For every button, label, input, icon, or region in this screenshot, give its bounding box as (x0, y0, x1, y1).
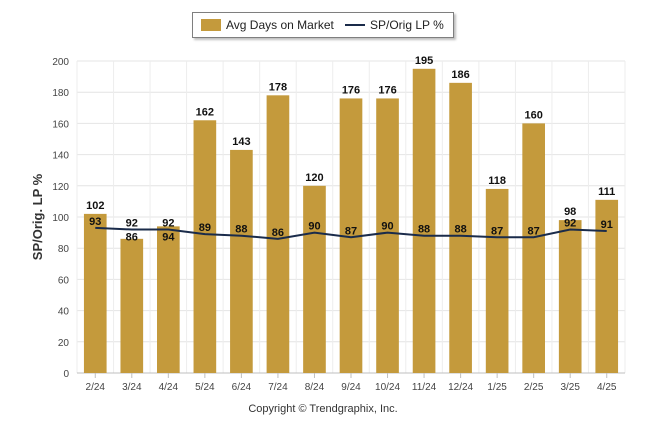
bar-value-label: 186 (451, 69, 469, 81)
line-value-label: 92 (126, 217, 138, 229)
line-value-label: 89 (199, 222, 211, 234)
bar-value-label: 162 (196, 106, 214, 118)
y-tick-label: 180 (52, 88, 69, 99)
x-tick-label: 9/24 (341, 382, 361, 393)
bar-value-label: 94 (162, 231, 175, 243)
chart-legend: Avg Days on Market SP/Orig LP % (192, 12, 454, 38)
line-layer (95, 226, 607, 240)
line-value-label: 90 (308, 221, 320, 233)
line-series (95, 226, 607, 240)
x-tick-label: 1/25 (487, 382, 507, 393)
x-tick-label: 2/25 (524, 382, 544, 393)
line-value-label: 91 (601, 219, 613, 231)
line-value-label: 88 (454, 224, 466, 236)
y-tick-label: 200 (52, 57, 69, 68)
bar-value-label: 111 (598, 186, 615, 198)
y-tick-label: 120 (52, 182, 69, 193)
x-tick-label: 12/24 (448, 382, 473, 393)
x-tick-label: 3/24 (122, 382, 142, 393)
bar-value-label: 86 (126, 231, 138, 243)
line-value-label: 86 (272, 227, 284, 239)
copyright-text: Copyright © Trendgraphix, Inc. (248, 403, 398, 415)
x-tick-label: 5/24 (195, 382, 215, 393)
legend-item-days-on-market: Avg Days on Market (201, 18, 334, 32)
bar-value-label: 102 (86, 200, 104, 212)
line-value-label: 92 (162, 217, 174, 229)
y-tick-label: 100 (52, 213, 69, 224)
line-value-label: 90 (381, 221, 393, 233)
bar (558, 220, 582, 373)
line-value-label: 87 (528, 225, 540, 237)
line-value-label: 87 (345, 225, 357, 237)
line-value-label: 87 (491, 225, 503, 237)
bar (157, 226, 180, 373)
bar (83, 213, 107, 373)
line-value-label: 88 (418, 224, 430, 236)
bar-value-label: 118 (488, 175, 506, 187)
x-tick-label: 7/24 (268, 382, 288, 393)
legend-label-sp-orig-lp: SP/Orig LP % (370, 18, 444, 32)
bar (193, 120, 217, 373)
x-tick-label: 6/24 (232, 382, 252, 393)
bar-value-label: 120 (305, 172, 323, 184)
line-value-label: 88 (235, 224, 247, 236)
x-tick-label: 11/24 (412, 382, 437, 393)
bar (376, 98, 399, 373)
bar-value-label: 195 (415, 55, 433, 67)
bar (522, 123, 545, 374)
bar (120, 238, 144, 373)
y-tick-label: 60 (58, 275, 70, 286)
x-tick-label: 4/25 (597, 382, 617, 393)
y-tick-label: 0 (63, 369, 69, 380)
bar-value-label: 176 (342, 84, 360, 96)
x-tick-label: 4/24 (159, 382, 179, 393)
bar (266, 95, 290, 373)
y-tick-label: 140 (52, 151, 69, 162)
legend-item-sp-orig-lp: SP/Orig LP % (345, 18, 444, 32)
x-tick-label: 2/24 (86, 382, 106, 393)
bar (412, 68, 436, 374)
bar (485, 188, 509, 373)
y-tick-label: 40 (58, 307, 70, 318)
line-value-label: 93 (89, 216, 101, 228)
bar-layer (83, 68, 619, 374)
bar-value-label: 178 (269, 81, 287, 93)
legend-swatch-bar (201, 19, 221, 31)
x-tick-label: 10/24 (375, 382, 400, 393)
y-tick-label: 160 (52, 119, 69, 130)
y-axis-title: SP/Orig. LP % (30, 173, 45, 260)
x-tick-label: 8/24 (305, 382, 325, 393)
y-tick-label: 20 (58, 338, 70, 349)
bar (230, 149, 253, 373)
bar-value-label: 98 (564, 206, 576, 218)
bar (303, 185, 326, 373)
bar-value-label: 160 (524, 109, 542, 121)
bar (595, 199, 619, 373)
bar-value-label: 143 (232, 136, 250, 148)
y-tick-label: 80 (58, 244, 70, 255)
bar-value-label: 176 (378, 84, 396, 96)
x-tick-label: 3/25 (560, 382, 580, 393)
bar (339, 98, 363, 373)
legend-label-days-on-market: Avg Days on Market (226, 18, 334, 32)
axis-layer: 0 20 40 60 80 100 120 140 160 180 200 2/24 3/24 4/24 5… (52, 57, 625, 393)
grid-layer (76, 60, 626, 374)
label-layer: 102 162 143 178 120 176 176 195 186 118 160 98 111 93… (86, 55, 615, 244)
bar (449, 82, 472, 373)
line-value-label: 92 (564, 217, 576, 229)
legend-swatch-line (345, 24, 365, 26)
